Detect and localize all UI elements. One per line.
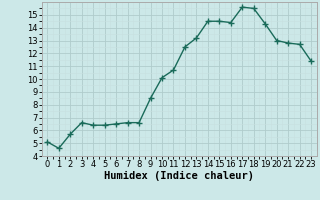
X-axis label: Humidex (Indice chaleur): Humidex (Indice chaleur) bbox=[104, 171, 254, 181]
